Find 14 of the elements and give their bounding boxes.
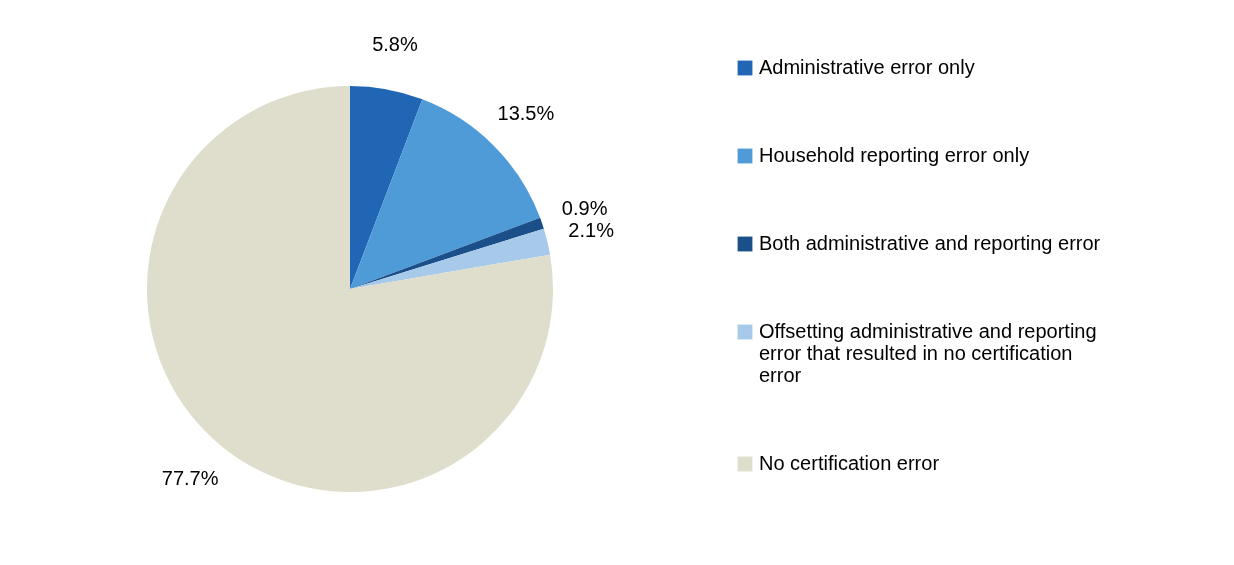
data-label: 0.9%	[561, 196, 608, 219]
data-label: 13.5%	[497, 102, 555, 125]
pie-slice	[350, 228, 551, 289]
data-label: 77.7%	[161, 466, 219, 489]
legend-label: Administrative error only	[759, 56, 975, 78]
legend-label: No certification error	[759, 452, 940, 474]
legend-label: Offsetting administrative and reporting error that resulted in no certification error	[759, 320, 1097, 386]
pie-slice	[350, 86, 423, 289]
pie-slice	[147, 86, 553, 492]
data-label: 5.8%	[372, 33, 418, 56]
legend-label: Both administrative and reporting error	[759, 232, 1101, 254]
pie-slice	[350, 217, 544, 289]
data-label: 2.1%	[568, 219, 615, 242]
legend-label: Household reporting error only	[759, 144, 1030, 166]
